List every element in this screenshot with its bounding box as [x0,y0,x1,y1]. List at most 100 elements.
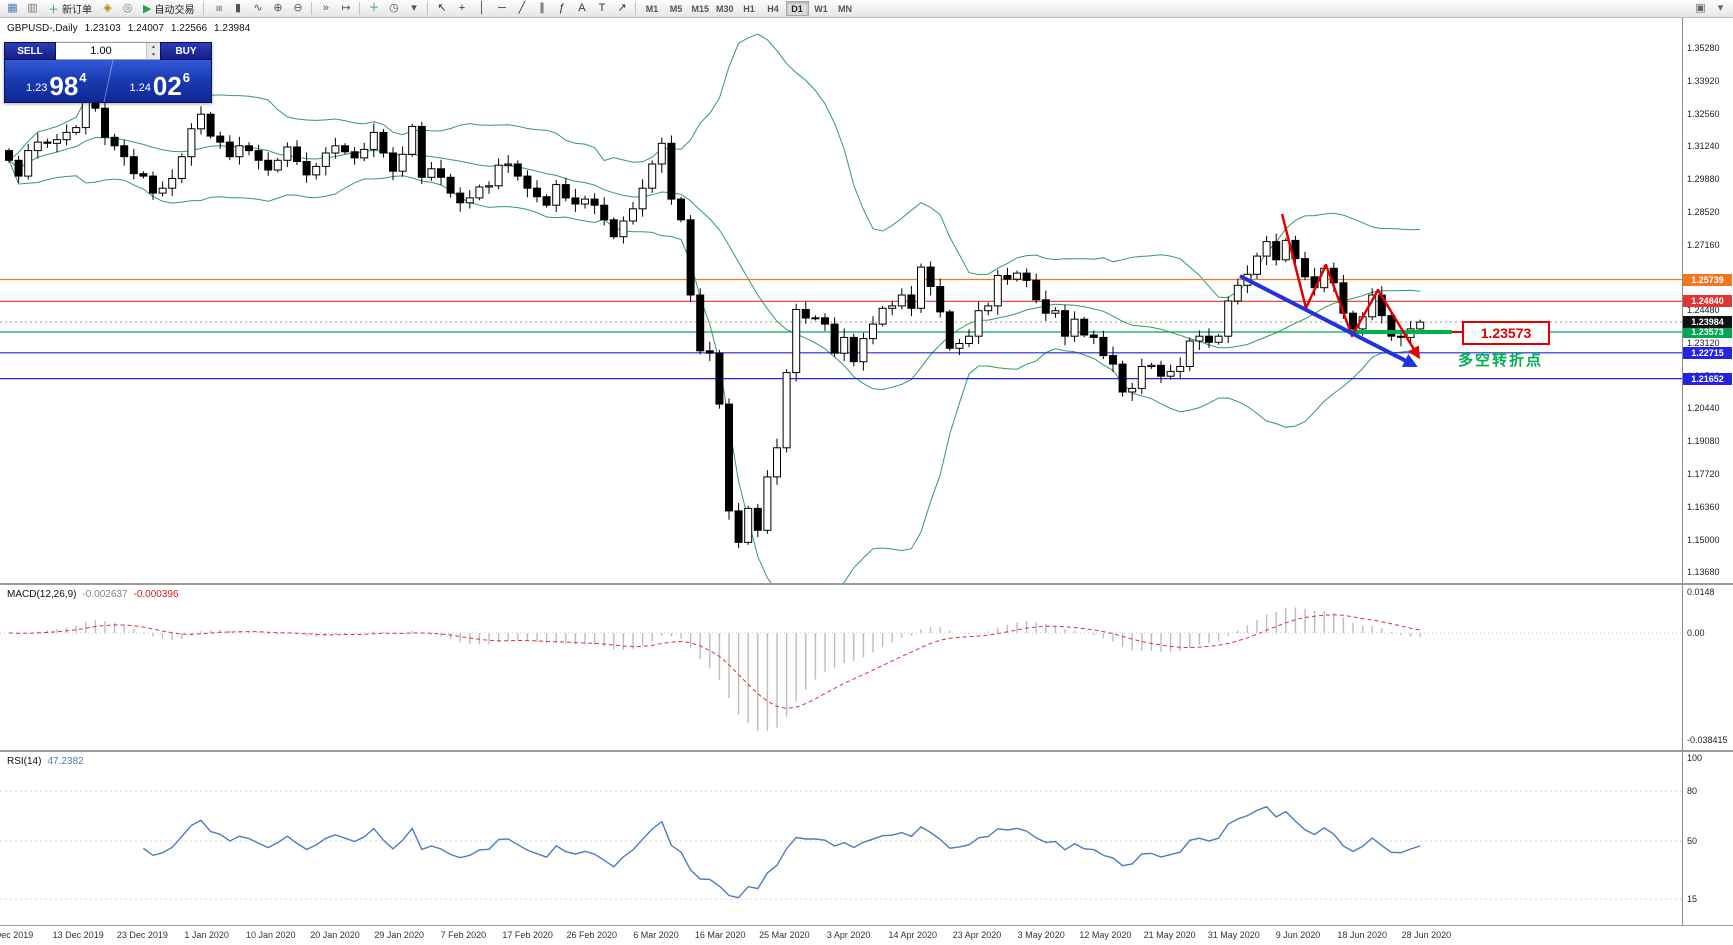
date-label: 14 Apr 2020 [888,930,938,940]
trendline-tool-icon[interactable]: ╱ [512,1,531,17]
price-tick: 1.27160 [1687,240,1720,250]
macd-value-signal: -0.000396 [133,589,179,600]
price-tick: 1.16360 [1687,502,1720,512]
sell-button[interactable]: SELL [4,42,56,60]
price-display: 1.23 98 4 1.24 02 6 [4,60,212,103]
toolbar-separator [311,2,313,15]
menu-icon[interactable]: ▾ [1711,1,1730,17]
zigzag-annotation[interactable] [1280,213,1420,360]
date-label: 26 Feb 2020 [566,930,618,940]
arrows-tool-icon[interactable]: ↗ [612,1,631,17]
turning-point-text[interactable]: 多空转折点 [1458,352,1544,369]
volume-up-button[interactable]: ▲ [147,43,160,51]
price-tick: 1.28520 [1687,207,1720,217]
horizontal-line-tool-icon[interactable]: ─ [492,1,511,17]
channel-tool-icon[interactable]: ∥ [532,1,551,17]
price-level-badge: 1.23984 [1683,316,1732,328]
price-tick: 1.33920 [1687,76,1720,86]
new-order-button[interactable]: ＋新订单 [43,1,97,17]
bollinger-bands [8,33,1421,583]
candlestick-chart-icon[interactable]: ▮ [228,1,247,17]
macd-label: MACD(12,26,9) -0.002637 -0.000396 [7,589,179,600]
candles [5,89,1425,549]
date-axis[interactable]: Dec 2019 13 Dec 2019 23 Dec 2019 1 Jan 2020… [0,927,1733,945]
macd-panel[interactable] [0,585,1682,750]
main-chart[interactable] [0,18,1682,583]
timeframe-w1[interactable]: W1 [810,1,833,16]
volume-down-button[interactable]: ▼ [147,51,160,59]
toolbar-separator [427,2,429,15]
timeframe-h4[interactable]: H4 [762,1,785,16]
date-label: 16 Mar 2020 [694,930,746,940]
indicator-axis-label: 100 [1687,753,1703,763]
buy-price[interactable]: 1.24 02 6 [109,60,212,102]
symbol-title: GBPUSD-,Daily [7,23,78,34]
date-label: 17 Feb 2020 [502,930,553,940]
label-tool-icon[interactable]: T [592,1,611,17]
sell-price[interactable]: 1.23 98 4 [5,60,108,102]
timeframe-h1[interactable]: H1 [738,1,761,16]
price-tick: 1.19080 [1687,436,1720,446]
metaeditor-icon[interactable]: ◈ [98,1,117,17]
panel-separator[interactable] [0,750,1733,752]
cursor-icon[interactable]: ↖ [432,1,451,17]
one-click-trading-panel: SELL ▲ ▼ BUY 1.23 98 4 1.24 02 6 [4,42,212,103]
buy-button[interactable]: BUY [160,42,212,60]
timeframe-d1[interactable]: D1 [785,1,809,16]
price-axis[interactable]: 1.35280 1.33920 1.32560 1.31240 1.29880 1.285… [1682,18,1733,926]
rsi-label: RSI(14) 47.2382 [7,756,84,767]
periods-menu-icon[interactable]: ◷ [384,1,403,17]
dock-icon[interactable]: ▣ [1691,1,1710,17]
chart-shift-icon[interactable]: ↦ [336,1,355,17]
macd-name: MACD(12,26,9) [7,589,77,600]
price-tick: 1.32560 [1687,109,1720,119]
line-chart-icon[interactable]: ∿ [248,1,267,17]
macd-value-main: -0.002637 [82,589,128,600]
ohlc-high: 1.24007 [127,23,164,34]
panel-separator [0,925,1733,926]
sell-price-prefix: 1.23 [25,82,48,94]
fibonacci-tool-icon[interactable]: ƒ [552,1,571,17]
crosshair-icon[interactable]: + [452,1,471,17]
symbol-info: GBPUSD-,Daily 1.23103 1.24007 1.22566 1.… [7,23,250,34]
timeframe-m15[interactable]: M15 [688,1,712,16]
bars-chart-icon[interactable]: ≡ [208,1,227,17]
timeframe-m1[interactable]: M1 [640,1,663,16]
price-tick: 1.13680 [1687,567,1720,577]
date-label: 20 Jan 2020 [310,930,360,940]
volume-field[interactable]: ▲ ▼ [56,42,160,60]
rsi-name: RSI(14) [7,756,42,767]
zoom-in-icon[interactable]: ⊕ [268,1,287,17]
price-tick: 1.35280 [1687,43,1720,53]
toolbar-right-icons: ▣ ▾ [1691,1,1730,17]
rsi-panel[interactable] [0,752,1682,925]
volume-input[interactable] [56,43,146,59]
indicators-add-icon[interactable]: ＋ [364,1,383,17]
timeframe-m30[interactable]: M30 [713,1,737,16]
alerts-icon[interactable]: ◎ [118,1,137,17]
trend-arrow[interactable] [1239,274,1418,367]
date-label: 29 Jan 2020 [374,930,424,940]
price-label-annotation[interactable]: 1.23573 [1462,321,1550,345]
autotrading-button[interactable]: ▶ 自动交易 [138,1,199,17]
buy-price-main: 02 [152,71,182,101]
price-level-badge: 1.23573 [1683,326,1732,338]
auto-scroll-icon[interactable]: » [316,1,335,17]
price-tick: 1.31240 [1687,141,1720,151]
vertical-line-tool-icon[interactable]: │ [472,1,491,17]
date-label: 12 May 2020 [1079,930,1132,940]
chart-profiles-icon[interactable]: ▥ [23,1,42,17]
price-tick: 1.15000 [1687,535,1720,545]
zoom-out-icon[interactable]: ⊖ [288,1,307,17]
new-chart-icon[interactable]: ▦ [3,1,22,17]
date-label: 13 Dec 2019 [52,930,104,940]
timeframe-m5[interactable]: M5 [664,1,687,16]
timeframe-mn[interactable]: MN [834,1,857,16]
templates-menu-icon[interactable]: ▾ [404,1,423,17]
date-label: 9 Jun 2020 [1275,930,1321,940]
date-label: 3 Apr 2020 [826,930,871,940]
panel-separator[interactable] [0,583,1733,585]
indicator-axis-label: 0.0148 [1687,587,1715,597]
date-label: 10 Jan 2020 [246,930,296,940]
text-tool-icon[interactable]: A [572,1,591,17]
